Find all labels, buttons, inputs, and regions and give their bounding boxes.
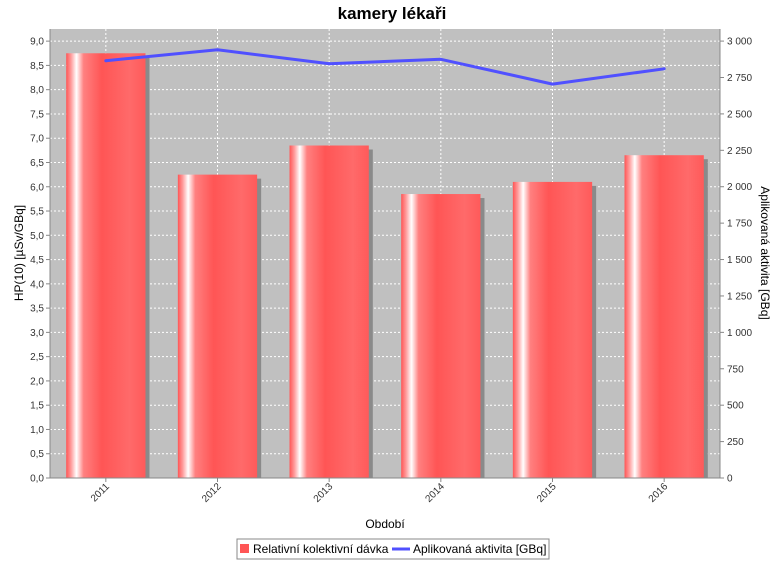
legend: Relativní kolektivní dávka Aplikovaná ak… [236,538,550,560]
y-axis-label: HP(10) [µSv/GBq] [12,205,26,301]
y-tick-label: 8,5 [30,61,44,72]
y-tick-label: 2,5 [30,352,44,363]
activity-point-2012 [216,48,219,52]
y2-tick-label: 3 000 [727,37,752,48]
y2-tick-label: 1 750 [727,219,752,230]
legend-label-line: Aplikovaná aktivita [GBq] [413,542,546,556]
y-tick-label: 5,5 [30,207,44,218]
y2-tick-label: 250 [727,437,744,448]
activity-point-2011 [104,59,108,63]
y-tick-label: 0,0 [30,474,44,485]
y2-tick-label: 0 [727,474,733,485]
y-tick-label: 3,5 [30,304,44,315]
y2-tick-label: 2 500 [727,109,752,120]
y2-tick-label: 1 000 [727,328,752,339]
activity-point-2016 [662,67,666,71]
legend-label-bar: Relativní kolektivní dávka [253,542,389,556]
bar-2013 [289,145,369,478]
bar-2012 [177,174,258,478]
y-tick-label: 7,0 [30,134,44,145]
y2-tick-label: 2 000 [727,182,752,193]
bar-2016 [624,155,704,479]
x-axis-label: Období [365,517,405,531]
y-tick-label: 2,0 [30,376,44,387]
x-axis-ticks: 2011 2012 2013 2014 2015 2016 [89,478,671,505]
y-tick-label: 1,5 [30,401,44,412]
activity-line [105,48,665,86]
y-tick-label: 6,0 [30,182,44,193]
y-tick-label: 0,5 [30,449,44,460]
x-tick-label: 2012 [200,481,224,505]
activity-point-2015 [551,82,554,86]
y-tick-label: 9,0 [30,37,44,48]
y-tick-label: 8,0 [30,85,44,96]
y2-tick-label: 1 250 [727,291,752,302]
y-axis-ticks: 0,0 0,5 1,0 1,5 2,0 2,5 3,0 3,5 4,0 4,5 5,0 5,5 6,0 6… [30,37,50,485]
y-tick-label: 7,5 [30,109,44,120]
plot-area [50,29,720,478]
bars [66,53,704,479]
x-tick-label: 2014 [423,481,447,505]
bar-2015 [512,181,593,478]
x-tick-label: 2011 [89,481,112,504]
chart-title: kamery lékaři [338,4,447,23]
activity-point-2014 [439,57,443,61]
y-tick-label: 4,0 [30,279,44,290]
x-tick-label: 2013 [312,481,336,505]
activity-line-group [104,48,666,86]
y2-tick-label: 2 250 [727,146,752,157]
bar-2011 [66,53,146,479]
y-tick-label: 3,0 [30,328,44,339]
y2-tick-label: 750 [727,364,744,375]
y-tick-label: 6,5 [30,158,44,169]
y-tick-label: 4,5 [30,255,44,266]
y2-axis-label: Aplikovaná aktivita [GBq] [758,186,772,319]
y-tick-label: 1,0 [30,425,44,436]
y2-tick-label: 1 500 [727,255,752,266]
y2-axis-ticks: 0 250 500 750 1 000 1 250 1 500 1 750 2 000 2 250… [720,37,752,485]
activity-point-2013 [327,62,331,66]
bar-2014 [401,194,481,478]
x-tick-label: 2016 [647,481,671,505]
legend-swatch-bar [240,544,249,553]
x-tick-label: 2015 [535,481,559,505]
y2-tick-label: 500 [727,401,744,412]
y2-tick-label: 2 750 [727,73,752,84]
y-tick-label: 5,0 [30,231,44,242]
